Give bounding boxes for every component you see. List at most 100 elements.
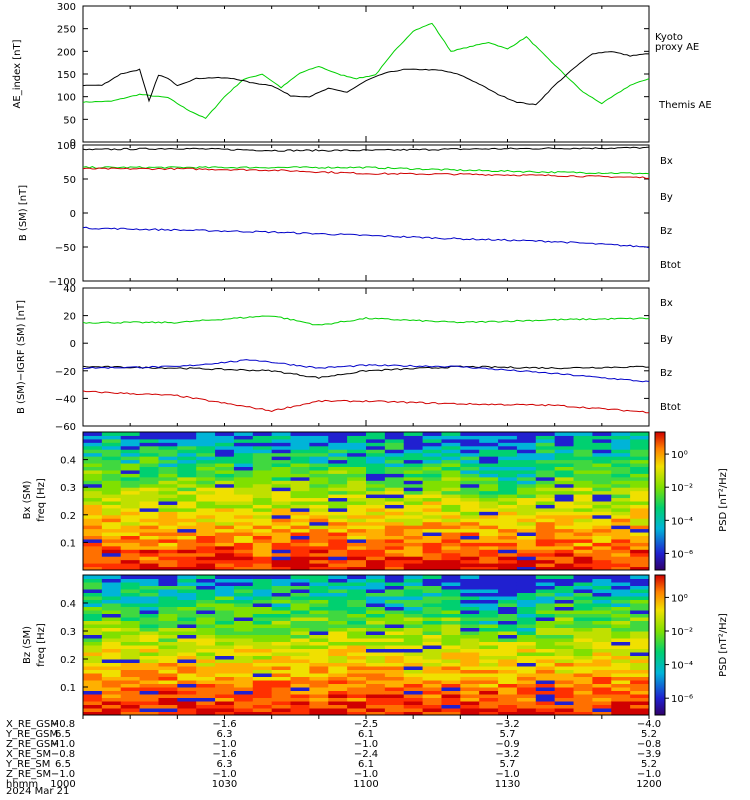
spectrogram-cell — [139, 582, 159, 586]
spectrogram-cell — [573, 445, 593, 450]
spectrogram-cell — [309, 501, 329, 505]
spectrogram-cell — [328, 638, 348, 642]
spectrogram-cell — [573, 507, 593, 512]
spectrogram-cell — [101, 466, 122, 471]
spectrogram-cell — [592, 507, 612, 512]
spectrogram-cell — [120, 676, 141, 681]
spectrogram-cell — [460, 687, 480, 691]
spectrogram-cell — [215, 556, 235, 561]
spectrogram-cell — [177, 438, 197, 443]
spectrogram-cell — [101, 469, 122, 474]
spectrogram-cell — [215, 445, 235, 450]
spectrogram-cell — [498, 549, 518, 554]
spectrogram-cell — [120, 680, 141, 684]
spectrogram-cell — [139, 575, 159, 579]
spectrogram-cell — [158, 476, 178, 481]
spectrogram-cell — [290, 432, 310, 436]
spectrogram-cell — [441, 528, 461, 533]
spectrogram-cell — [460, 666, 480, 670]
spectrogram-cell — [83, 476, 103, 481]
spectrogram-cell — [120, 501, 141, 505]
spectrogram-cell — [573, 683, 593, 688]
spectrogram-cell — [271, 442, 292, 447]
spectrogram-cell — [309, 456, 329, 461]
spectrogram-cell — [479, 480, 499, 485]
spectrogram-cell — [554, 549, 575, 554]
spectrogram-cell — [328, 497, 348, 502]
spectrogram-cell — [271, 463, 292, 467]
spectrogram-cell — [101, 697, 122, 702]
spectrogram-cell — [252, 507, 273, 512]
spectrogram-cell — [309, 708, 329, 712]
spectrogram-cell — [516, 575, 537, 579]
spectrogram-cell — [554, 545, 575, 550]
spectrogram-cell — [328, 655, 348, 660]
spectrogram-cell — [516, 552, 537, 557]
spectrogram-cell — [384, 701, 405, 705]
spectrogram-cell — [403, 490, 424, 495]
spectrogram-cell — [139, 620, 159, 625]
spectrogram-cell — [611, 652, 631, 656]
spectrogram-cell — [139, 704, 159, 709]
spectrogram-cell — [215, 687, 235, 691]
spectrogram-cell — [366, 525, 386, 530]
spectrogram-cell — [328, 563, 348, 568]
spectrogram-cell — [441, 694, 461, 698]
spectrogram-cell — [366, 538, 386, 543]
spectrogram-cell — [233, 610, 254, 614]
spectrogram-cell — [554, 487, 575, 492]
colorbar-tick-label: 10⁻⁴ — [671, 661, 693, 672]
spectrogram-cell — [215, 507, 235, 512]
spectrogram-cell — [309, 659, 329, 663]
spectrogram-cell — [252, 648, 273, 653]
spectrogram-cell — [479, 683, 499, 688]
spectrogram-cell — [177, 449, 197, 454]
spectrogram-cell — [196, 480, 216, 485]
spectrogram-cell — [309, 697, 329, 702]
spectrogram-cell — [554, 532, 575, 536]
spectrogram-cell — [498, 610, 518, 614]
spectrogram-cell — [366, 535, 386, 540]
spectrogram-cell — [460, 599, 480, 604]
axis-row-value: 1100 — [353, 779, 378, 790]
spectrogram-cell — [403, 575, 424, 579]
spectrogram-cell — [83, 617, 103, 621]
spectrogram-cell — [196, 542, 216, 547]
spectrogram-cell — [101, 504, 122, 509]
spectrogram-cell — [422, 697, 442, 702]
spectrogram-cell — [120, 701, 141, 705]
spectrogram-cell — [83, 592, 103, 597]
spectrogram-cell — [83, 504, 103, 509]
spectrogram-cell — [554, 445, 575, 450]
spectrogram-cell — [573, 518, 593, 523]
spectrogram-cell — [630, 603, 650, 607]
spectrogram-cell — [460, 445, 480, 450]
spectrogram-cell — [479, 466, 499, 471]
spectrogram-cell — [101, 532, 122, 536]
spectrogram-cell — [479, 542, 499, 547]
spectrogram-cell — [215, 575, 235, 579]
spectrogram-cell — [611, 552, 631, 557]
spectrogram-cell — [498, 606, 518, 611]
freq-tick-label: 0.3 — [60, 483, 76, 494]
spectrogram-cell — [83, 511, 103, 516]
spectrogram-cell — [139, 535, 159, 540]
spectrogram-cell — [139, 563, 159, 568]
spectrogram-cell — [403, 638, 424, 642]
spectrogram-cell — [479, 617, 499, 621]
spectrogram-cell — [139, 589, 159, 593]
spectrogram-cell — [460, 487, 480, 492]
spectrogram-cell — [592, 469, 612, 474]
spectrogram-cell — [611, 438, 631, 443]
spectrogram-cell — [573, 566, 593, 571]
spectrogram-cell — [83, 445, 103, 450]
spectrogram-cell — [101, 449, 122, 454]
spectrogram-cell — [630, 592, 650, 597]
spectrogram-cell — [252, 511, 273, 516]
spectrogram-cell — [535, 599, 556, 604]
spectrogram-cell — [139, 687, 159, 691]
spectrogram-cell — [139, 514, 159, 519]
spectrogram-cell — [158, 538, 178, 543]
spectrogram-cell — [120, 599, 141, 604]
spectrogram-cell — [139, 617, 159, 621]
